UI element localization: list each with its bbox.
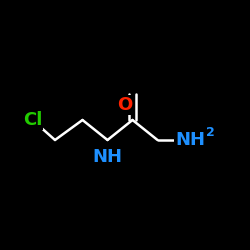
Text: Cl: Cl	[23, 111, 42, 129]
Text: 2: 2	[206, 126, 214, 139]
Text: NH: NH	[175, 131, 205, 149]
Text: O: O	[118, 96, 132, 114]
Text: NH: NH	[92, 148, 122, 166]
